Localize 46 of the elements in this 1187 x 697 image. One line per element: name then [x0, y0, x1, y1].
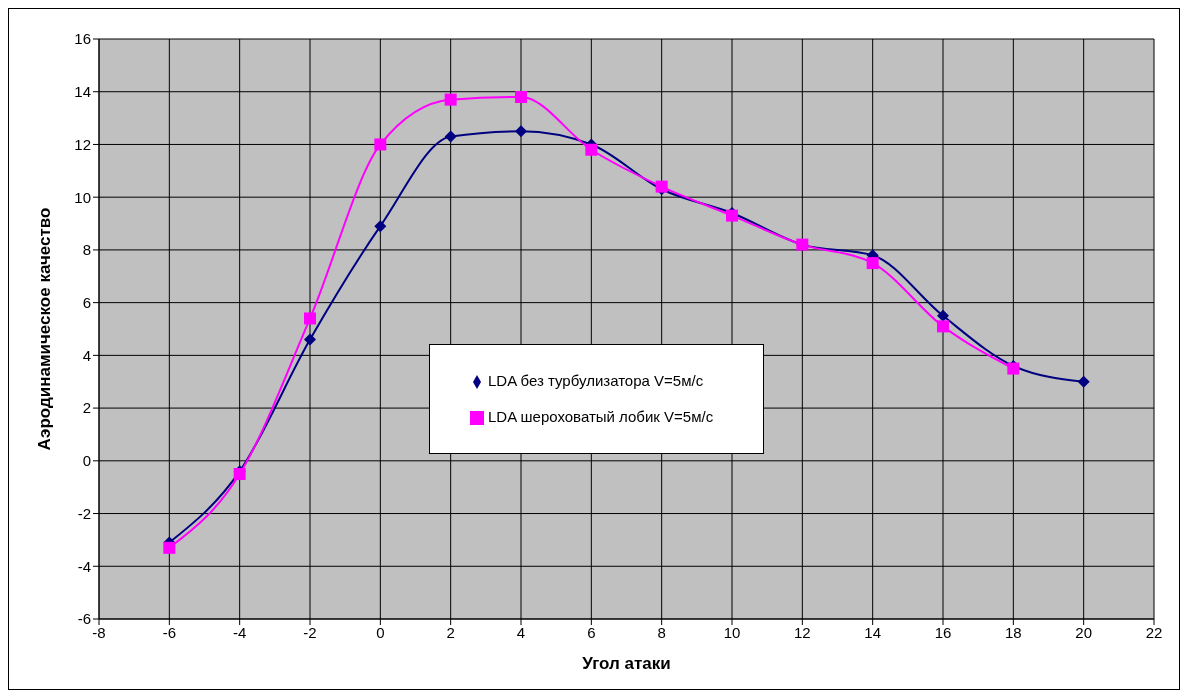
y-tick-label: 14 [74, 83, 91, 101]
y-tick-label: 6 [82, 293, 91, 311]
point [937, 320, 949, 333]
x-tick-label: -8 [92, 623, 106, 641]
legend-label: LDA шероховатый лобик V=5м/с [488, 408, 714, 425]
x-tick-label: 10 [723, 623, 741, 641]
y-tick-label: 8 [82, 241, 91, 259]
x-tick-label: 12 [793, 623, 811, 641]
legend-label: LDA без турбулизатора V=5м/с [488, 372, 704, 389]
point [585, 143, 598, 156]
y-tick-label: -2 [77, 504, 91, 522]
x-tick-label: 6 [587, 623, 596, 641]
x-tick-label: 4 [516, 623, 526, 641]
x-tick-label: 20 [1075, 623, 1093, 641]
point [374, 138, 387, 151]
point [515, 91, 527, 103]
x-tick-label: 16 [934, 623, 952, 641]
point [937, 309, 949, 322]
point [866, 257, 879, 270]
point [444, 130, 457, 143]
x-tick-label: 0 [376, 623, 385, 641]
x-tick-label: -6 [162, 623, 177, 641]
point [304, 312, 316, 325]
y-tick-label: 16 [74, 30, 91, 48]
y-tick-label: 4 [82, 346, 91, 364]
point [374, 220, 387, 233]
y-tick-label: -4 [77, 557, 91, 575]
y-axis-title: Аэродинамическое качество [35, 207, 55, 451]
x-axis-title: Угол атаки [582, 654, 671, 673]
x-tick-label: -2 [303, 623, 317, 641]
y-tick-label: 12 [74, 135, 91, 153]
y-tick-label: 0 [82, 452, 91, 470]
point [444, 93, 457, 106]
y-tick-label: -6 [77, 610, 91, 628]
x-tick-label: -4 [232, 623, 247, 641]
y-tick-label: 2 [82, 399, 91, 417]
point [163, 541, 176, 554]
x-tick-label: 14 [864, 623, 882, 641]
point [304, 333, 316, 346]
y-tick-label: 10 [74, 188, 91, 206]
x-tick-label: 2 [446, 623, 455, 641]
x-tick-label: 22 [1145, 623, 1163, 641]
point [515, 125, 527, 138]
point [1077, 375, 1090, 388]
x-tick-label: 18 [1004, 623, 1022, 641]
x-tick-label: 8 [657, 623, 666, 641]
